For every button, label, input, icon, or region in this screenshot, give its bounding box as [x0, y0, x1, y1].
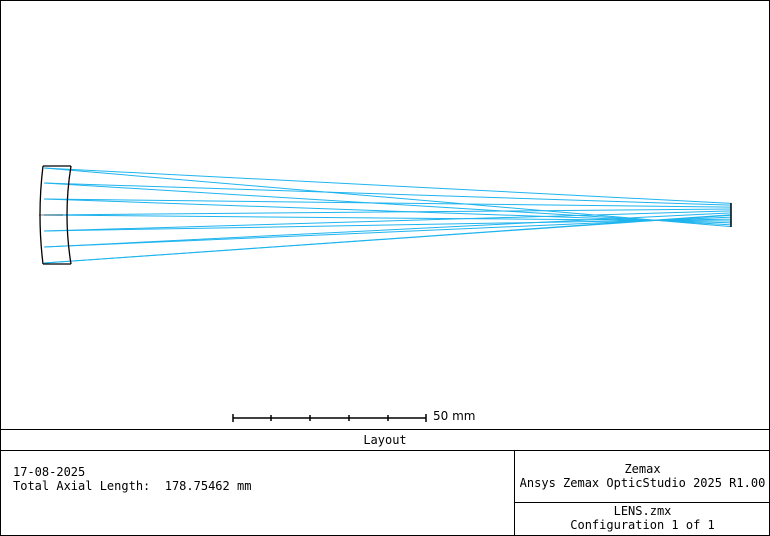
axial-length-label: Total Axial Length:: [13, 479, 151, 493]
configuration-text: Configuration 1 of 1: [570, 518, 715, 532]
lens-element-icon: [39, 165, 72, 265]
axial-length-value: 178.75462 mm: [164, 479, 252, 493]
info-right-panel: Zemax Ansys Zemax OpticStudio 2025 R1.00…: [514, 450, 770, 535]
ray-line: [43, 198, 732, 208]
layout-plot-area: 50 mm: [1, 1, 769, 429]
ray-line: [43, 167, 732, 204]
ray-line: [43, 208, 732, 216]
ray-line: [43, 212, 732, 248]
lens-rear-surface: [66, 165, 72, 265]
ray-line: [43, 216, 732, 248]
ray-line: [43, 218, 732, 232]
ray-line: [43, 214, 732, 222]
scale-bar-icon: [232, 414, 427, 422]
file-info: LENS.zmx Configuration 1 of 1: [515, 504, 770, 532]
ray-line: [43, 210, 732, 232]
ray-line: [43, 182, 732, 226]
ray-line: [43, 167, 732, 228]
info-left-panel: 17-08-2025 Total Axial Length: 178.75462…: [13, 465, 251, 493]
ray-line: [43, 214, 732, 264]
software-info: Zemax Ansys Zemax OpticStudio 2025 R1.00: [515, 450, 770, 503]
date-text: 17-08-2025: [13, 465, 86, 479]
scale-bar-label: 50 mm: [433, 409, 476, 423]
ray-line: [43, 182, 732, 206]
file-name: LENS.zmx: [613, 504, 672, 518]
plot-title: Layout: [1, 429, 769, 451]
software-version: Ansys Zemax OpticStudio 2025 R1.00: [519, 476, 766, 490]
optical-layout-diagram: [39, 165, 732, 422]
vendor-name: Zemax: [624, 462, 661, 476]
ray-fan: [43, 167, 732, 264]
